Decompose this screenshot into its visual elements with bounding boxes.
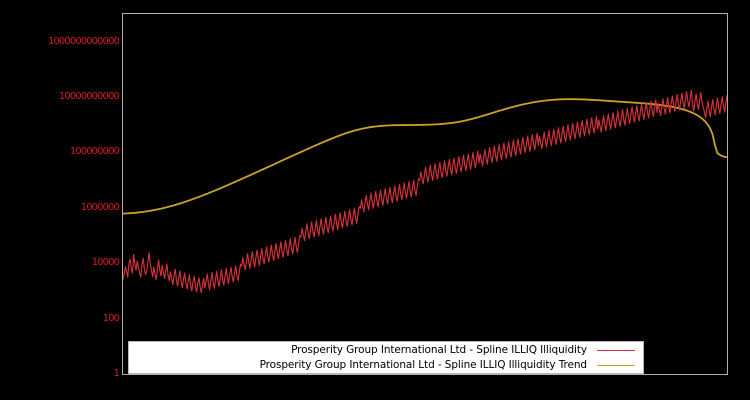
y-axis-tick-label: 1 [113,368,120,379]
y-axis-tick-label: 10000 [91,257,120,269]
y-axis-tick-label: 100000000 [69,146,120,158]
legend-label-trend: Prosperity Group International Ltd - Spl… [259,358,588,371]
series-line-illiq [123,89,727,294]
y-axis-tick-label: 10000000000 [58,91,120,103]
y-axis-tick-label: 1000000000000 [47,35,120,47]
legend-swatch-illiq [597,349,635,351]
legend-entry-illiq[interactable]: Prosperity Group International Ltd - Spl… [129,343,643,358]
chart-legend[interactable]: Prosperity Group International Ltd - Spl… [128,341,644,374]
y-axis-tick-label: 1000000 [80,201,120,213]
series-group [123,89,727,294]
legend-label-illiq: Prosperity Group International Ltd - Spl… [291,343,587,356]
y-axis-tick-label: 100 [102,312,120,324]
legend-swatch-trend [597,364,635,366]
chart-plot-svg [123,89,727,294]
plot-area-frame [122,13,728,375]
legend-entry-trend[interactable]: Prosperity Group International Ltd - Spl… [129,358,643,373]
series-line-trend [123,98,727,215]
